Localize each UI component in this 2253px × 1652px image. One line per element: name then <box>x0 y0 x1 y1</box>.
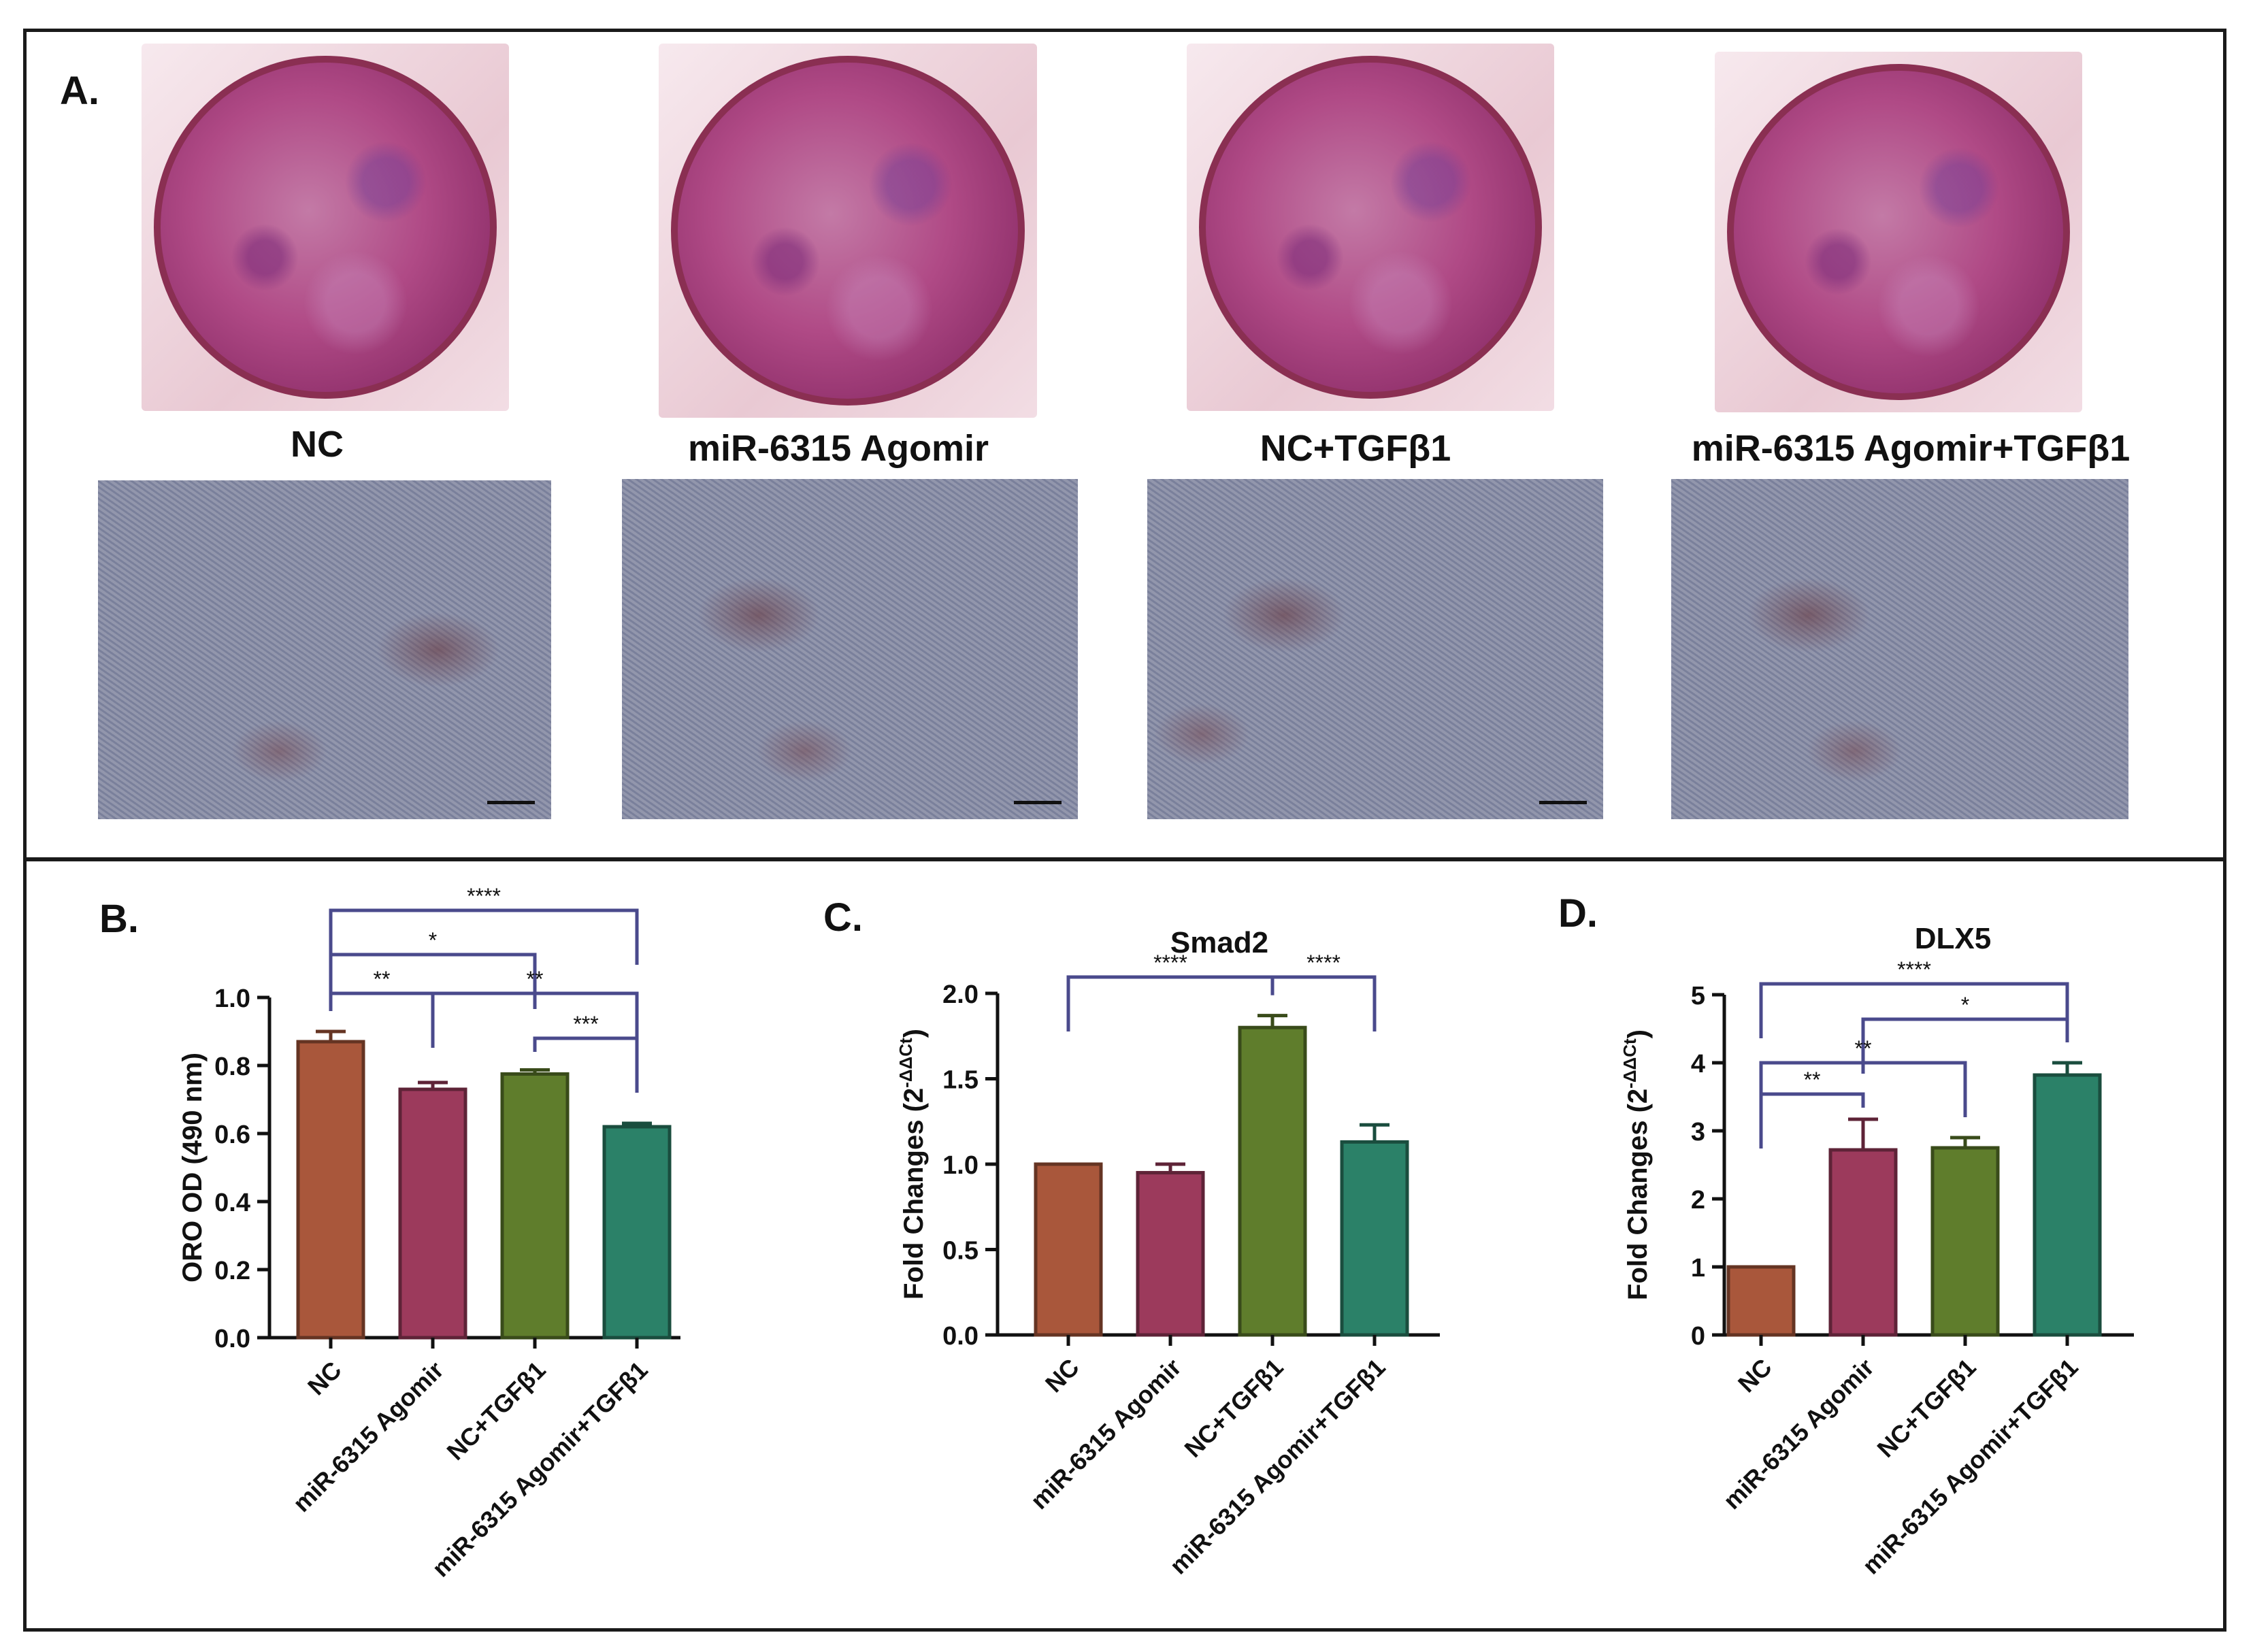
culture-dish-photo <box>1187 44 1554 411</box>
significance-bracket <box>533 1036 639 1093</box>
culture-dish-photo <box>1715 52 2082 412</box>
bar <box>1340 1140 1409 1337</box>
micrograph <box>622 479 1078 819</box>
significance-bracket <box>1759 982 2069 1038</box>
bar <box>602 1125 672 1340</box>
culture-dish-photo <box>659 44 1037 418</box>
significance-label: **** <box>1897 957 1931 982</box>
x-tick-label: NC <box>1732 1353 1777 1398</box>
y-axis-label: Fold Changes (2-ΔΔCt) <box>895 1029 929 1300</box>
culture-dish-photo <box>142 44 509 411</box>
x-tick-label: NC+TGFβ1 <box>441 1356 550 1466</box>
significance-label: *** <box>573 1012 598 1036</box>
y-tick-label: 0.6 <box>214 1121 250 1149</box>
significance-label: ** <box>1804 1068 1821 1092</box>
y-tick-label: 4 <box>1691 1050 1705 1078</box>
significance-bracket <box>329 953 537 1009</box>
y-tick-label: 0.0 <box>214 1325 250 1353</box>
x-tick-label: miR-6315 Agomir+TGFβ1 <box>1857 1353 2084 1580</box>
significance-label: **** <box>1153 951 1187 975</box>
y-tick-label: 0.8 <box>214 1053 250 1081</box>
significance-label: * <box>429 928 437 953</box>
bar <box>1930 1146 2000 1337</box>
x-tick-label: NC+TGFβ1 <box>1179 1353 1288 1463</box>
x-tick-label: NC <box>1040 1353 1085 1398</box>
panel-letter: C. <box>823 895 863 940</box>
bar <box>398 1087 467 1340</box>
panel-a-letter: A. <box>60 69 99 113</box>
bar <box>296 1040 365 1340</box>
bar <box>1034 1162 1103 1337</box>
group-label-agomir: miR-6315 Agomir <box>687 428 989 469</box>
y-tick-label: 0.2 <box>214 1257 250 1285</box>
y-tick-label: 0.5 <box>942 1237 979 1266</box>
x-tick-label: miR-6315 Agomir+TGFβ1 <box>427 1356 653 1583</box>
scale-bar <box>1014 801 1062 804</box>
bar <box>2033 1073 2102 1337</box>
micrograph <box>1671 479 2128 819</box>
significance-label: * <box>1961 993 1969 1017</box>
panel-letter: D. <box>1558 891 1598 936</box>
significance-bracket <box>1066 975 1274 1031</box>
bar <box>1726 1265 1796 1337</box>
chart-title: DLX5 <box>1915 922 1991 955</box>
significance-bracket <box>329 991 435 1048</box>
y-tick-label: 2.0 <box>942 980 979 1009</box>
x-tick-label: miR-6315 Agomir+TGFβ1 <box>1164 1353 1391 1580</box>
micrograph <box>1147 479 1603 819</box>
significance-label: ** <box>1855 1036 1872 1061</box>
y-tick-label: 2 <box>1691 1186 1705 1215</box>
y-tick-label: 5 <box>1691 982 1705 1010</box>
y-tick-label: 1.0 <box>942 1151 979 1180</box>
significance-label: ** <box>527 967 544 991</box>
x-tick-label: NC <box>302 1356 347 1401</box>
y-tick-label: 3 <box>1691 1118 1705 1146</box>
significance-label: ** <box>374 967 391 991</box>
x-tick-label: NC+TGFβ1 <box>1871 1353 1981 1463</box>
y-tick-label: 0 <box>1691 1322 1705 1351</box>
bar <box>1828 1148 1898 1337</box>
significance-label: **** <box>1306 951 1341 975</box>
y-tick-label: 0.0 <box>942 1322 979 1351</box>
group-label-nc-tgfb1: NC+TGFβ1 <box>1260 428 1451 469</box>
bar <box>500 1072 570 1340</box>
bar <box>1136 1171 1205 1337</box>
group-label-agomir-tgfb1: miR-6315 Agomir+TGFβ1 <box>1691 428 2131 469</box>
y-axis-label: Fold Changes (2-ΔΔCt) <box>1619 1029 1653 1300</box>
micrograph <box>98 480 551 819</box>
y-axis-label: ORO OD (490 nm) <box>178 1053 208 1283</box>
significance-bracket <box>329 908 639 965</box>
bar <box>1238 1025 1307 1337</box>
scale-bar <box>487 801 535 804</box>
y-tick-label: 1 <box>1691 1254 1705 1283</box>
significance-bracket <box>1270 975 1377 1031</box>
group-label-nc: NC <box>291 424 344 465</box>
significance-bracket <box>1759 1092 1865 1149</box>
significance-bracket <box>1759 1061 1967 1117</box>
y-tick-label: 1.5 <box>942 1066 979 1095</box>
y-tick-label: 1.0 <box>214 985 250 1013</box>
panel-letter: B. <box>99 897 139 941</box>
significance-bracket <box>431 991 639 1048</box>
significance-label: **** <box>467 884 501 908</box>
panel-bcd-frame <box>23 857 2226 1632</box>
chart-title: Smad2 <box>1170 926 1268 959</box>
y-tick-label: 0.4 <box>214 1189 250 1217</box>
significance-bracket <box>1861 1017 2069 1074</box>
scale-bar <box>1539 801 1587 804</box>
